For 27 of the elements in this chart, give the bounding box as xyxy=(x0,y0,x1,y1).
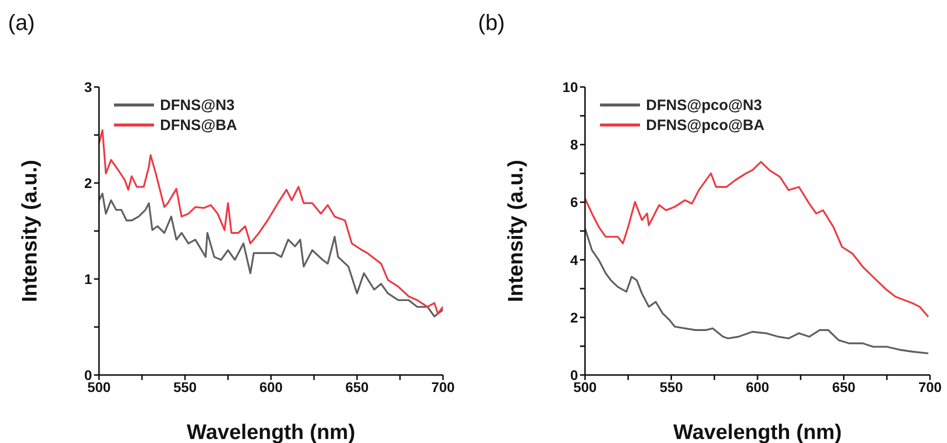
x-tick-label: 600 xyxy=(746,378,770,395)
y-axis-title: Intensity (a.u.) xyxy=(504,160,528,302)
y-tick-label: 8 xyxy=(570,136,578,153)
x-tick-label: 550 xyxy=(173,378,197,395)
x-tick-label: 550 xyxy=(660,378,684,395)
x-tick-label: 700 xyxy=(431,378,455,395)
y-tick-label: 10 xyxy=(562,78,578,95)
line-series xyxy=(585,228,930,354)
x-tick-label: 700 xyxy=(918,378,942,395)
y-axis-title: Intensity (a.u.) xyxy=(18,160,42,302)
x-tick-label: 650 xyxy=(345,378,369,395)
y-tick-label: 1 xyxy=(84,270,92,287)
y-tick-label: 2 xyxy=(570,309,578,326)
y-tick-label: 6 xyxy=(570,194,578,210)
y-tick-label: 3 xyxy=(84,78,92,95)
line-series xyxy=(99,192,443,318)
text: (b) xyxy=(478,10,505,36)
text: (a) xyxy=(8,10,35,36)
y-tick-label: 2 xyxy=(84,174,92,191)
legend-label: DFNS@BA xyxy=(160,116,238,134)
legend-label: DFNS@pco@N3 xyxy=(646,96,762,114)
x-tick-label: 600 xyxy=(259,378,283,395)
x-tick-label: 650 xyxy=(832,378,856,395)
line-series xyxy=(585,160,930,318)
legend-label: DFNS@pco@BA xyxy=(646,116,764,134)
legend-label: DFNS@N3 xyxy=(160,96,235,114)
y-tick-label: 4 xyxy=(570,252,578,268)
